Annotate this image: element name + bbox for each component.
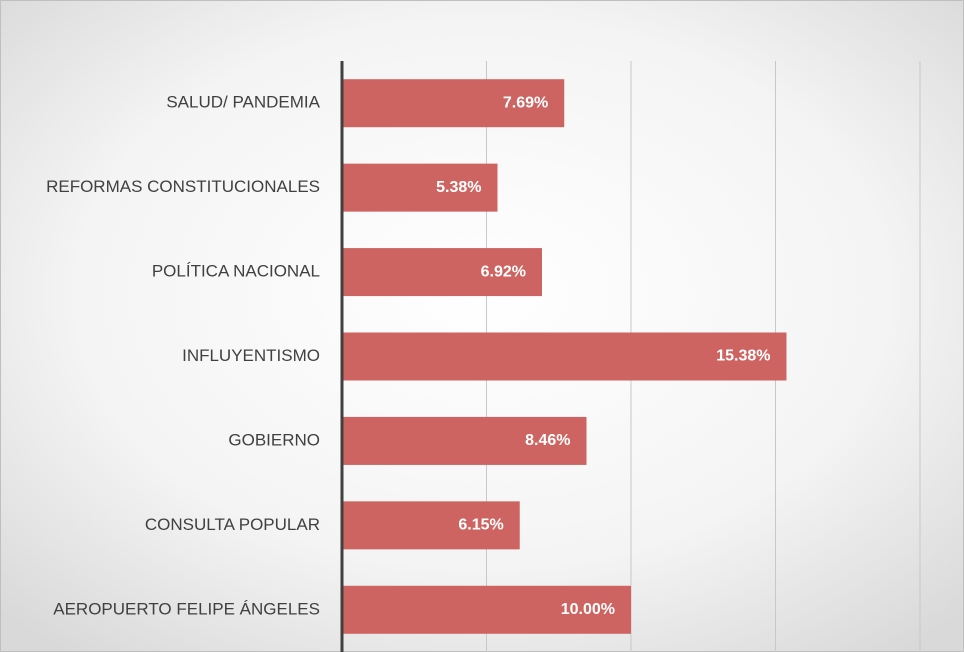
y-tick-label: AEROPUERTO FELIPE ÁNGELES xyxy=(53,599,320,618)
y-tick-label: REFORMAS CONSTITUCIONALES xyxy=(46,177,320,196)
y-tick-label: GOBIERNO xyxy=(228,430,320,449)
bar xyxy=(342,585,631,634)
data-label: 10.00% xyxy=(561,601,615,618)
data-label: 6.15% xyxy=(458,517,503,534)
y-tick-label: INFLUYENTISMO xyxy=(182,346,320,365)
y-tick-label: SALUD/ PANDEMIA xyxy=(166,93,320,112)
bar xyxy=(342,79,565,128)
bar xyxy=(342,248,542,297)
y-tick-label: POLÍTICA NACIONAL xyxy=(152,262,320,281)
y-tick-label: CONSULTA POPULAR xyxy=(145,515,320,534)
bar xyxy=(342,501,520,550)
data-label: 5.38% xyxy=(436,179,481,196)
bar xyxy=(342,332,787,381)
bar xyxy=(342,416,587,465)
data-label: 8.46% xyxy=(525,432,570,449)
data-label: 6.92% xyxy=(481,263,526,280)
data-label: 7.69% xyxy=(503,94,548,111)
data-label: 15.38% xyxy=(716,348,770,365)
bar xyxy=(342,163,498,212)
